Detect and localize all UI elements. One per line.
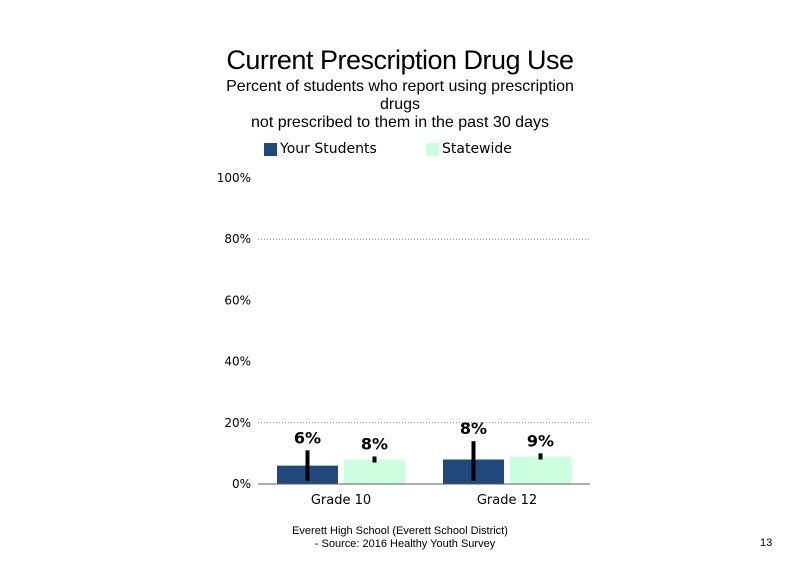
x-tick-label: Grade 10 (311, 493, 371, 508)
bar-statewide (510, 456, 571, 484)
legend-swatch (426, 142, 439, 156)
footer: Everett High School (Everett School Dist… (0, 525, 800, 551)
data-label: 6% (294, 428, 321, 447)
bar-statewide (344, 459, 405, 484)
chart-subtitle: Percent of students who report using pre… (200, 78, 600, 132)
y-tick-label: 80% (224, 232, 251, 246)
y-tick-label: 40% (224, 355, 251, 369)
subtitle-line: drugs (379, 96, 421, 113)
subtitle-line: not prescribed to them in the past 30 da… (251, 114, 549, 131)
y-tick-label: 20% (224, 416, 251, 430)
footer-school: Everett High School (Everett School Dist… (292, 525, 508, 537)
legend-swatch (264, 142, 277, 156)
data-label: 9% (527, 431, 554, 450)
legend-item-statewide: Statewide (426, 141, 512, 157)
footer-source: - Source: 2016 Healthy Youth Survey (314, 538, 496, 550)
chart-title: Current Prescription Drug Use (226, 45, 574, 75)
page-number: 13 (760, 537, 773, 549)
subtitle-line: Percent of students who report using pre… (226, 78, 574, 95)
data-label: 8% (361, 434, 388, 453)
y-tick-label: 60% (224, 293, 251, 307)
legend-item-your-students: Your Students (264, 141, 377, 157)
x-tick-label: Grade 12 (477, 493, 537, 508)
chart-legend: Your Students Statewide (0, 141, 800, 159)
y-tick-label: 0% (232, 477, 251, 491)
data-label: 8% (460, 419, 487, 438)
y-tick-label: 100% (217, 171, 251, 185)
legend-label: Your Students (280, 141, 377, 157)
legend-label: Statewide (442, 141, 512, 157)
